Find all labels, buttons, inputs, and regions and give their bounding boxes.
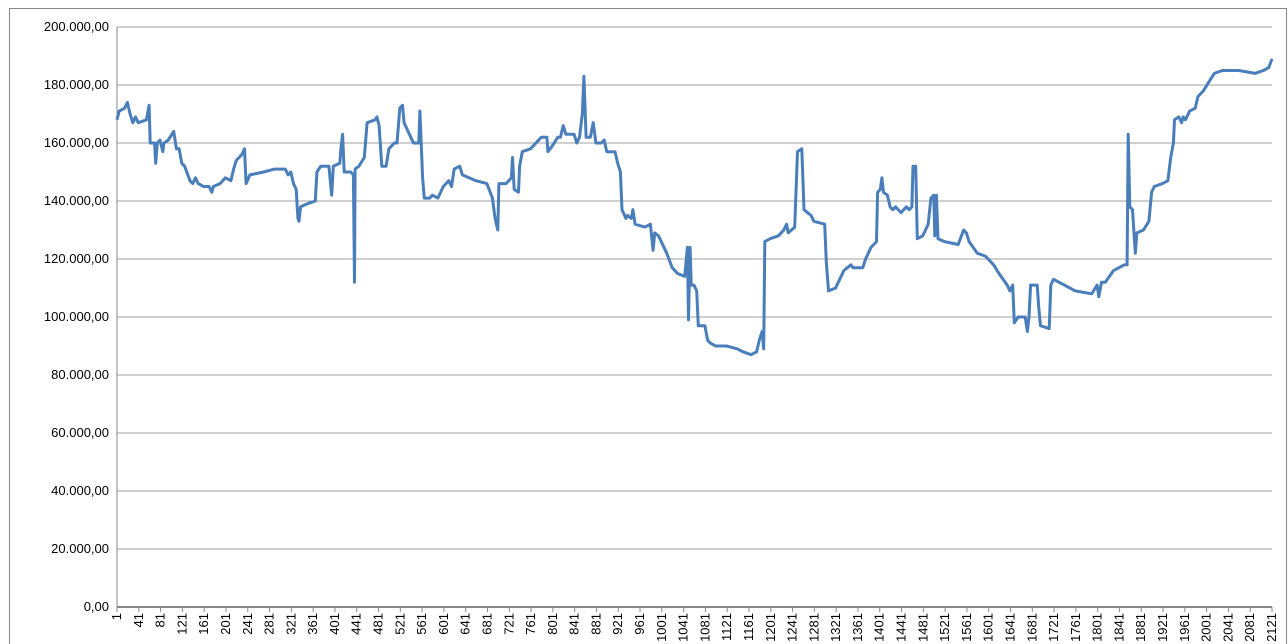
x-tick-label: 121: [174, 613, 189, 635]
x-tick-label: 561: [414, 613, 429, 635]
x-tick-label: 1841: [1111, 613, 1126, 642]
x-tick-label: 881: [588, 613, 603, 635]
x-tick-label: 1601: [981, 613, 996, 642]
x-tick-label: 1: [109, 613, 124, 620]
x-tick-label: 281: [262, 613, 277, 635]
x-tick-label: 1001: [654, 613, 669, 642]
x-tick-label: 41: [131, 613, 146, 627]
x-tick-label: 361: [305, 613, 320, 635]
y-tick-label: 200.000,00: [44, 19, 109, 34]
x-tick-label: 1881: [1133, 613, 1148, 642]
x-tick-label: 961: [632, 613, 647, 635]
x-tick-label: 1441: [894, 613, 909, 642]
x-tick-label: 1121: [719, 613, 734, 641]
x-tick-label: 2001: [1199, 613, 1214, 642]
x-tick-label: 1281: [806, 613, 821, 642]
y-tick-label: 60.000,00: [51, 425, 109, 440]
x-tick-label: 1561: [959, 613, 974, 642]
y-tick-label: 180.000,00: [44, 77, 109, 92]
x-tick-label: 401: [327, 613, 342, 635]
x-tick-label: 241: [240, 613, 255, 635]
x-tick-label: 81: [153, 613, 168, 627]
x-tick-label: 2121: [1264, 613, 1279, 642]
x-tick-label: 1201: [763, 613, 778, 642]
x-tick-label: 1161: [741, 613, 756, 641]
y-tick-label: 120.000,00: [44, 251, 109, 266]
x-tick-label: 1801: [1090, 613, 1105, 642]
y-tick-label: 140.000,00: [44, 193, 109, 208]
chart-border: [9, 8, 1287, 644]
x-tick-label: 2041: [1220, 613, 1235, 642]
x-tick-label: 1641: [1002, 613, 1017, 642]
x-tick-label: 801: [545, 613, 560, 635]
x-tick-label: 1961: [1177, 613, 1192, 642]
x-tick-label: 201: [218, 613, 233, 635]
y-tick-label: 20.000,00: [51, 541, 109, 556]
x-tick-label: 921: [610, 613, 625, 635]
x-tick-label: 161: [196, 613, 211, 635]
x-tick-label: 681: [479, 613, 494, 635]
x-tick-label: 641: [458, 613, 473, 635]
x-tick-label: 1721: [1046, 613, 1061, 642]
y-tick-label: 80.000,00: [51, 367, 109, 382]
x-tick-label: 1521: [937, 613, 952, 642]
data-line: [115, 58, 1274, 357]
x-tick-label: 521: [392, 613, 407, 635]
x-tick-label: 321: [283, 613, 298, 635]
x-tick-label: 601: [436, 613, 451, 635]
x-tick-label: 1081: [697, 613, 712, 642]
x-tick-label: 1921: [1155, 613, 1170, 642]
x-tick-label: 1761: [1068, 613, 1083, 642]
x-tick-label: 1321: [828, 613, 843, 642]
x-tick-label: 1241: [785, 613, 800, 642]
y-tick-label: 160.000,00: [44, 135, 109, 150]
x-tick-label: 841: [567, 613, 582, 635]
y-tick-label: 100.000,00: [44, 309, 109, 324]
y-tick-label: 40.000,00: [51, 483, 109, 498]
x-tick-label: 1401: [872, 613, 887, 642]
x-tick-label: 1481: [915, 613, 930, 642]
x-tick-label: 1361: [850, 613, 865, 642]
x-tick-label: 441: [349, 613, 364, 635]
y-tick-label: 0,00: [84, 599, 109, 614]
x-tick-label: 2081: [1242, 613, 1257, 642]
x-tick-label: 721: [501, 613, 516, 635]
x-tick-label: 761: [523, 613, 538, 635]
x-tick-label: 481: [371, 613, 386, 635]
x-tick-label: 1041: [676, 613, 691, 642]
x-tick-label: 1681: [1024, 613, 1039, 642]
